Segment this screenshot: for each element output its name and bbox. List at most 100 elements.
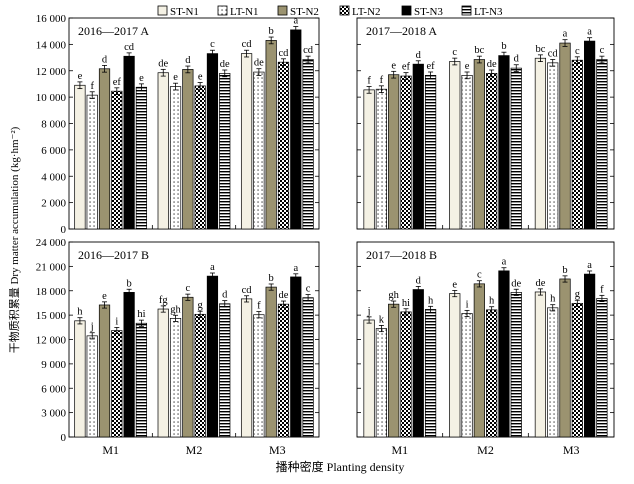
bar-lt-n3 [219,73,231,230]
significance-label: de [254,58,264,69]
bar-st-n2 [473,59,485,230]
error-bar [268,283,274,291]
bar-st-n1 [449,61,461,230]
error-bar [209,49,215,58]
error-bar [222,69,228,78]
bar-lt-n3 [596,59,608,230]
bar-lt-n2 [194,313,206,438]
significance-label: f [380,75,384,86]
legend-item-lt-n3: LT-N3 [461,5,503,18]
bar-st-n3 [498,270,510,438]
error-bar [415,286,421,294]
significance-label: c [186,283,191,294]
error-bar [391,70,397,79]
significance-label: d [102,54,108,65]
significance-label: c [600,45,605,56]
significance-label: de [279,290,289,301]
error-bar [452,290,458,298]
error-bar [293,273,299,281]
error-bar [599,55,605,64]
error-bar [501,51,507,60]
bar-st-n2 [98,68,111,230]
significance-label: d [514,54,520,65]
error-bar [114,327,120,335]
bar-st-n3 [498,55,510,230]
error-bar [378,85,384,93]
error-bar [244,49,250,58]
y-tick-label: 6 000 [41,383,66,395]
legend-label: ST-N2 [290,6,319,18]
significance-label: j [90,322,94,333]
y-tick-label: 3 000 [41,408,66,420]
error-bar [280,58,286,66]
y-tick-label: 18 000 [36,286,67,298]
bar-lt-n1 [86,94,98,230]
bar-st-n1 [157,72,169,230]
panel-title: 2017—2018 B [366,248,437,262]
significance-label: c [575,46,580,57]
significance-label: b [126,278,131,289]
bar-st-n2 [182,296,194,438]
significance-label: i [115,316,118,327]
legend-label: LT-N1 [230,6,259,18]
bar-lt-n3 [302,59,314,230]
significance-label: b [269,273,274,284]
significance-label: a [563,29,568,40]
y-tick-label: 12 000 [36,335,67,347]
significance-label: cd [279,48,290,59]
x-tick-label: M1 [102,443,119,457]
significance-label: de [511,278,521,289]
error-bar [562,275,568,283]
error-bar [160,305,166,313]
error-bar [185,65,191,74]
bar-st-n2 [265,286,277,438]
bar-lt-n2 [486,73,498,230]
bar-st-n1 [157,308,169,438]
error-bar [476,280,482,288]
error-bar [537,288,543,296]
error-bar [464,309,470,318]
bar-lt-n2 [111,330,123,438]
bar-st-n1 [449,293,461,438]
error-bar [550,59,556,67]
significance-label: a [502,257,507,268]
bar-st-n2 [388,303,400,438]
legend-label: ST-N1 [170,6,199,18]
bar-st-n3 [206,275,219,438]
error-bar [587,37,593,45]
significance-label: h [489,296,495,307]
error-bar [138,83,144,92]
legend-item-lt-n1: LT-N1 [217,5,259,18]
x-tick-label: M2 [186,443,203,457]
significance-label: d [416,275,422,286]
bar-st-n2 [473,283,485,438]
significance-label: cd [124,42,135,53]
legend: ST-N1 LT-N1 ST-N2 LT-N2 ST-N3 LT-N3 [157,5,503,18]
error-bar [452,57,458,66]
bar-lt-n3 [302,297,314,438]
significance-label: f [257,301,261,312]
bar-lt-n3 [424,309,437,438]
y-tick-label: 15 000 [36,310,67,322]
significance-label: c [210,39,215,50]
error-bar [77,317,83,325]
error-bar [513,288,519,296]
significance-label: e [173,72,178,83]
bar-lt-n2 [277,61,290,230]
error-bar [489,306,495,314]
significance-label: a [587,260,592,271]
bar-lt-n3 [510,67,522,230]
significance-label: hi [137,309,145,320]
bar-lt-n1 [169,86,182,230]
bar-st-n1 [363,319,375,438]
bar-st-n2 [265,40,277,230]
x-tick-label: M2 [477,443,494,457]
error-bar [89,332,95,340]
y-tick-label: 6 000 [41,145,66,157]
bar-lt-n1 [253,71,265,230]
significance-label: f [600,284,604,295]
error-bar [403,72,409,80]
error-bar [428,71,434,80]
